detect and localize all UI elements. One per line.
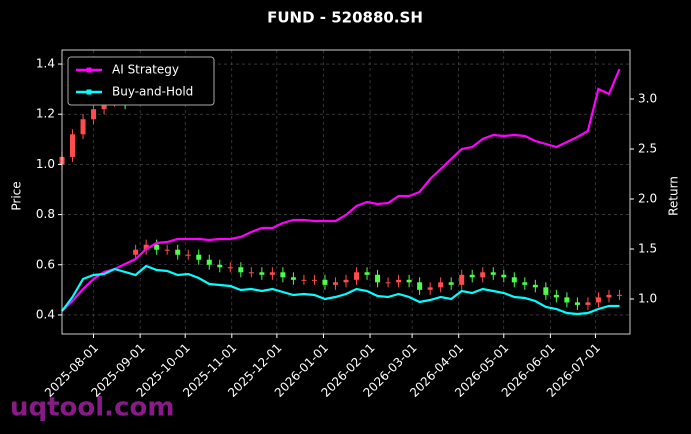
candle-body bbox=[438, 282, 444, 288]
legend-marker bbox=[86, 89, 92, 95]
y2-tick-label: 3.0 bbox=[638, 92, 657, 106]
chart-title: FUND - 520880.SH bbox=[267, 9, 423, 27]
y2-tick-label: 2.0 bbox=[638, 192, 657, 206]
candle-body bbox=[280, 272, 286, 278]
candle-body bbox=[196, 254, 202, 260]
candle-body bbox=[185, 254, 191, 256]
legend-label: Buy-and-Hold bbox=[112, 85, 193, 99]
candle-body bbox=[217, 264, 223, 268]
candle-body bbox=[427, 287, 433, 290]
candle-body bbox=[80, 119, 86, 135]
candle-body bbox=[238, 267, 244, 273]
legend-marker bbox=[86, 67, 92, 73]
candle-body bbox=[133, 249, 139, 255]
candle-body bbox=[564, 297, 570, 303]
candle-body bbox=[301, 279, 307, 281]
candle-body bbox=[248, 272, 254, 274]
candle-body bbox=[364, 272, 370, 275]
y-axis-label: Price bbox=[10, 181, 24, 210]
candle-body bbox=[490, 272, 496, 275]
candle-body bbox=[396, 279, 402, 283]
candle-body bbox=[501, 274, 507, 278]
y-tick-label: 0.6 bbox=[36, 257, 55, 271]
y2-tick-label: 1.0 bbox=[638, 292, 657, 306]
y2-tick-label: 1.5 bbox=[638, 242, 657, 256]
candle-body bbox=[227, 267, 233, 269]
watermark: uqtool.com bbox=[10, 393, 174, 423]
candle-body bbox=[385, 282, 391, 284]
candle-body bbox=[164, 249, 170, 251]
return-line bbox=[61, 264, 620, 316]
candle-body bbox=[259, 272, 265, 275]
candle-body bbox=[143, 244, 149, 250]
candle-body bbox=[70, 134, 76, 157]
candle-body bbox=[206, 259, 212, 265]
plot-area bbox=[59, 50, 630, 334]
y-tick-label: 1.4 bbox=[36, 57, 55, 71]
candle-body bbox=[543, 287, 549, 295]
candle-body bbox=[616, 294, 622, 296]
y-tick-label: 1.2 bbox=[36, 107, 55, 121]
candle-body bbox=[311, 279, 317, 281]
candle-body bbox=[448, 282, 454, 285]
candle-body bbox=[417, 282, 423, 290]
y-tick-label: 0.8 bbox=[36, 207, 55, 221]
y2-tick-label: 2.5 bbox=[638, 142, 657, 156]
legend-box bbox=[67, 56, 215, 106]
return-line bbox=[61, 68, 621, 312]
candle-body bbox=[175, 249, 181, 255]
plot-frame bbox=[61, 49, 631, 335]
candle-body bbox=[354, 272, 360, 280]
candle-body bbox=[469, 274, 475, 278]
candle-body bbox=[606, 294, 612, 298]
legend-label: AI Strategy bbox=[112, 63, 179, 77]
candle-body bbox=[553, 294, 559, 298]
candle-body bbox=[532, 284, 538, 288]
candle-body bbox=[574, 302, 580, 305]
candle-body bbox=[290, 277, 296, 280]
y-tick-label: 1.0 bbox=[36, 157, 55, 171]
candle-body bbox=[322, 279, 328, 285]
candle-body bbox=[459, 274, 465, 285]
candle-body bbox=[511, 277, 517, 283]
candle-body bbox=[522, 282, 528, 285]
candle-body bbox=[269, 272, 275, 275]
candle-body bbox=[332, 282, 338, 285]
y2-axis-label: Return bbox=[667, 176, 681, 216]
candle-body bbox=[343, 279, 349, 283]
candle-body bbox=[91, 109, 97, 120]
candle-body bbox=[375, 274, 381, 283]
candle-body bbox=[585, 302, 591, 305]
y-tick-label: 0.4 bbox=[36, 307, 55, 321]
candle-body bbox=[406, 279, 412, 283]
candle-body bbox=[480, 272, 486, 278]
candle-body bbox=[154, 244, 160, 250]
candle-body bbox=[595, 297, 601, 303]
